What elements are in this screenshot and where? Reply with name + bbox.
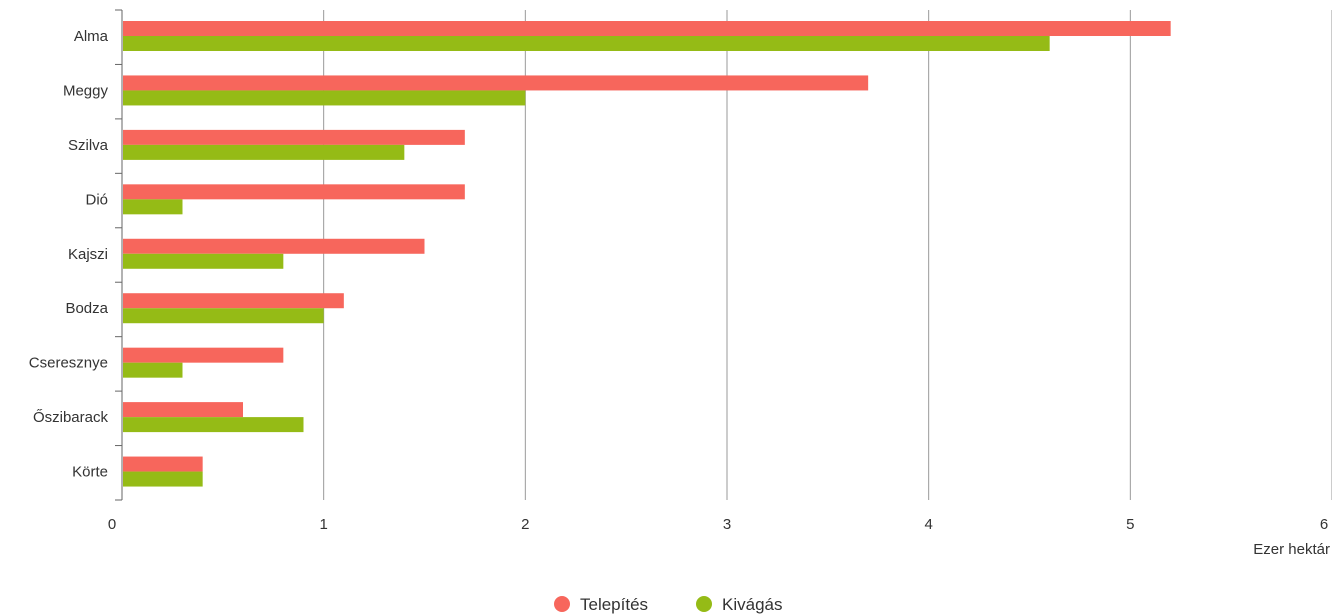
category-label: Alma bbox=[74, 28, 109, 45]
bar-telepites bbox=[123, 293, 344, 309]
x-tick-label: 5 bbox=[1126, 516, 1134, 533]
category-ticks bbox=[115, 9, 122, 501]
x-tick-label: 2 bbox=[521, 516, 529, 533]
x-axis-unit-label: Ezer hektár bbox=[1253, 541, 1330, 558]
bar-telepites bbox=[123, 75, 869, 91]
bar-telepites bbox=[123, 129, 465, 145]
bar-kivagas bbox=[123, 417, 304, 433]
bar-telepites bbox=[123, 21, 1171, 36]
category-label: Őszibarack bbox=[33, 409, 109, 426]
x-tick-label: 3 bbox=[723, 516, 731, 533]
legend-marker bbox=[554, 596, 570, 612]
bar-telepites bbox=[123, 347, 284, 363]
bars bbox=[123, 21, 1171, 487]
bar-telepites bbox=[123, 238, 425, 254]
category-label: Dió bbox=[85, 191, 108, 208]
bar-telepites bbox=[123, 402, 243, 418]
x-tick-label: 4 bbox=[924, 516, 932, 533]
bar-kivagas bbox=[123, 199, 183, 215]
bar-telepites bbox=[123, 184, 465, 200]
legend-marker bbox=[696, 596, 712, 612]
category-label: Meggy bbox=[63, 82, 109, 99]
bar-kivagas bbox=[123, 144, 405, 160]
legend: Telepítés Kivágás bbox=[554, 595, 782, 614]
x-tick-label: 0 bbox=[108, 516, 116, 533]
bar-kivagas bbox=[123, 471, 203, 487]
x-tick-label: 1 bbox=[319, 516, 327, 533]
category-label: Szilva bbox=[68, 137, 109, 154]
x-tick-labels: 0 1 2 3 4 5 6 bbox=[108, 516, 1328, 533]
category-label: Cseresznye bbox=[29, 355, 108, 372]
bar-kivagas bbox=[123, 308, 324, 324]
category-label: Kajszi bbox=[68, 246, 108, 263]
category-labels: Alma Meggy Szilva Dió Kajszi Bodza Cseresznye Ő… bbox=[29, 28, 109, 481]
legend-label: Telepítés bbox=[580, 595, 648, 614]
bar-kivagas bbox=[123, 90, 526, 106]
legend-label: Kivágás bbox=[722, 595, 782, 614]
bar-telepites bbox=[123, 456, 203, 472]
bar-kivagas bbox=[123, 253, 284, 269]
category-label: Körte bbox=[72, 464, 108, 481]
category-label: Bodza bbox=[65, 300, 108, 317]
bar-kivagas bbox=[123, 36, 1050, 51]
x-tick-label: 6 bbox=[1320, 516, 1328, 533]
bar-kivagas bbox=[123, 362, 183, 378]
